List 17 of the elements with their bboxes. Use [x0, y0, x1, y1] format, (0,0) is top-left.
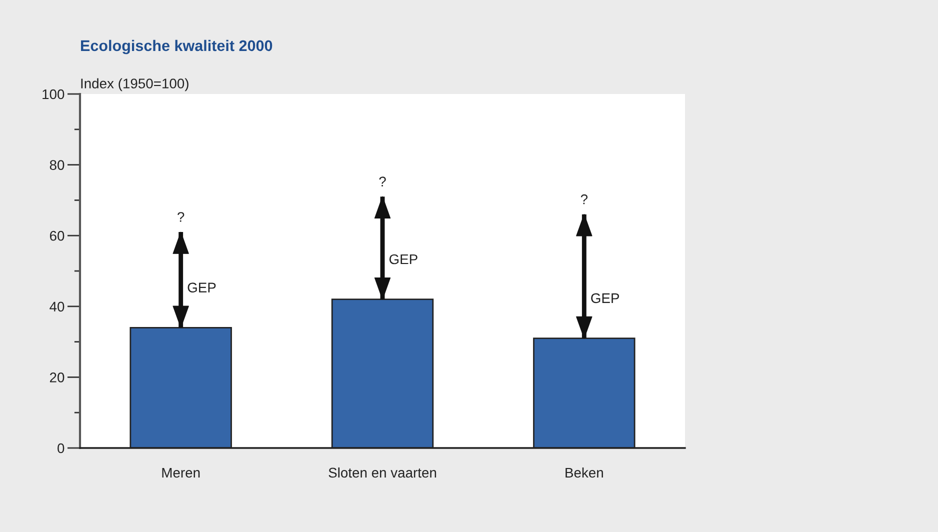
annotation: GEP: [188, 282, 216, 292]
x-tick-label: Sloten en vaarten: [328, 467, 436, 478]
y-tick-label: 20: [50, 372, 64, 382]
y-tick-label: 40: [50, 302, 64, 312]
annotation: ?: [178, 212, 184, 222]
y-tick-label: 80: [50, 160, 64, 170]
x-tick-label: Beken: [566, 467, 603, 478]
y-axis-title: Index (1950=100): [81, 78, 188, 92]
x-tick-label: Meren: [162, 468, 200, 478]
annotation: ?: [379, 176, 386, 186]
annotation: ?: [580, 194, 588, 204]
chart-title: Ecologische kwaliteit 2000: [81, 40, 272, 54]
y-tick-label: 60: [50, 230, 64, 241]
y-tick-label: 100: [42, 89, 64, 100]
y-tick-label: 0: [58, 443, 64, 454]
annotation: GEP: [389, 254, 418, 264]
annotation: GEP: [591, 293, 620, 304]
